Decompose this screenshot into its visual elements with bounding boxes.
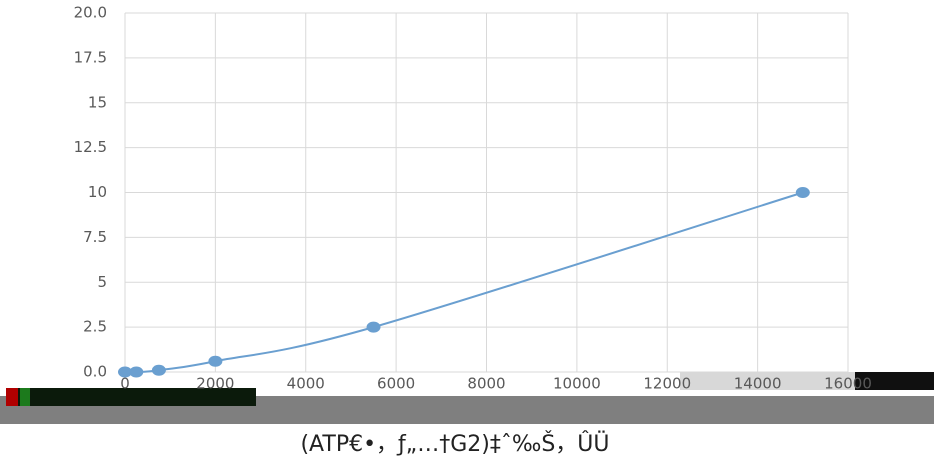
x-tick-label: 4000 [287, 375, 325, 393]
glitch-block [855, 372, 934, 390]
x-tick-label: 8000 [467, 375, 505, 393]
y-tick-label: 0.0 [83, 363, 107, 381]
data-point [118, 366, 132, 378]
x-tick-label: 14000 [734, 375, 782, 393]
glitch-block [20, 388, 30, 406]
glitch-block [680, 372, 855, 390]
y-tick-label: 12.5 [74, 138, 107, 156]
data-point [151, 364, 166, 376]
y-tick-label: 2.5 [83, 318, 107, 336]
data-point [366, 321, 381, 333]
y-tick-label: 7.5 [83, 228, 107, 246]
y-tick-label: 17.5 [74, 48, 107, 66]
x-tick-label: 6000 [377, 375, 415, 393]
x-tick-label: 16000 [824, 375, 872, 393]
data-point [795, 187, 810, 198]
y-tick-label: 5 [97, 273, 107, 291]
y-tick-label: 10 [88, 183, 107, 201]
x-tick-label: 10000 [553, 375, 601, 393]
x-tick-label: 12000 [643, 375, 691, 393]
data-point [208, 355, 223, 367]
data-point [129, 366, 144, 378]
glitch-block [6, 388, 256, 406]
x-tick-label: 2000 [196, 375, 234, 393]
x-axis-label: (ATP€•，ƒ„…†G2)‡ˆ‰Š，ÛÜ [300, 431, 609, 457]
y-tick-label: 15 [88, 93, 107, 111]
x-tick-label: 0 [120, 375, 130, 393]
y-tick-label: 20.0 [74, 4, 107, 22]
glitch-block [6, 388, 18, 406]
